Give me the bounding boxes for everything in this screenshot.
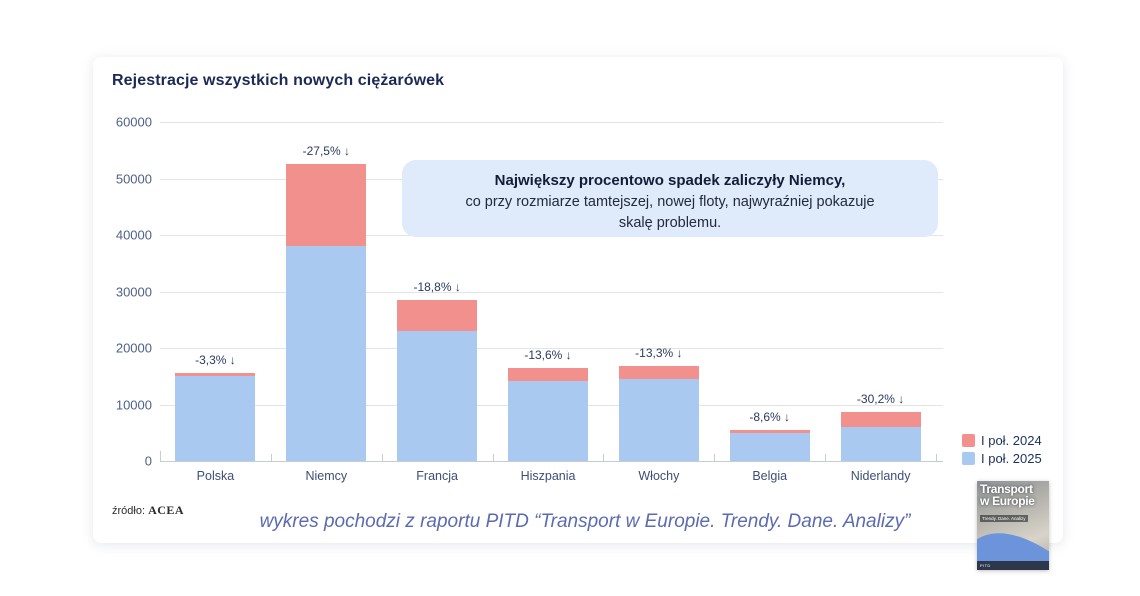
bar-stack <box>618 366 699 461</box>
cover-subtitle: Trendy. Dane. Analizy <box>980 515 1028 522</box>
y-tick-label-60000: 60000 <box>115 114 152 130</box>
legend: I poł. 2024 I poł. 2025 <box>962 431 1042 467</box>
bar-change-label: -13,6% ↓ <box>524 348 572 363</box>
callout-line-2: co przy rozmiarze tamtejszej, nowej flot… <box>465 193 875 210</box>
bar-segment-2024 <box>175 372 256 376</box>
gridline-60000 <box>160 122 943 123</box>
cover-swoosh-graphic <box>977 533 1049 570</box>
bar-group-niderlandy: -30,2% ↓ <box>825 122 936 461</box>
bar-stack <box>175 372 256 461</box>
cover-title-block: Transport w Europie Trendy. Dane. Analiz… <box>977 481 1049 526</box>
x-axis-tick <box>603 454 605 461</box>
y-tick-label-10000: 10000 <box>115 397 152 412</box>
bar-change-label: -8,6% ↓ <box>749 409 791 424</box>
bar-change-label: -13,3% ↓ <box>635 346 683 361</box>
cover-title-line2: w Europie <box>980 494 1035 508</box>
x-axis-label-hiszpania: Hiszpania <box>520 469 576 483</box>
cover-title-line1: Transport <box>980 482 1033 496</box>
y-tick-label-30000: 30000 <box>115 284 152 299</box>
x-axis-labels: Polska Niemcy Francja Hiszpania Włochy Belgia… <box>160 469 936 483</box>
bar-segment-2024 <box>286 164 367 247</box>
bar-segment-2024 <box>618 366 699 379</box>
bar-group-belgia: -8,6% ↓ <box>714 122 825 461</box>
bar-segment-2025 <box>175 375 256 461</box>
y-tick-label-50000: 50000 <box>115 171 152 186</box>
bar-segment-2025 <box>618 378 699 461</box>
x-axis-tick <box>936 454 937 461</box>
bar-stack <box>508 368 588 461</box>
bar-segment-2024 <box>508 368 588 381</box>
y-tick-label-20000: 20000 <box>115 340 152 356</box>
y-tick-label-0: 0 <box>144 453 152 469</box>
bar-segment-2025 <box>508 380 588 461</box>
y-tick-label-40000: 40000 <box>115 227 152 243</box>
legend-item: I poł. 2024 <box>962 431 1042 449</box>
gridline-30000 <box>160 291 943 293</box>
bar-segment-2025 <box>840 427 921 461</box>
callout-box: Największy procentowo spadek zaliczyły N… <box>402 160 938 237</box>
x-axis-tick <box>825 454 827 461</box>
x-axis-label-belgia: Belgia <box>752 469 788 483</box>
source-value: ACEA <box>148 503 185 517</box>
bar-change-label: -18,8% ↓ <box>413 279 461 294</box>
bar-segment-2024 <box>397 300 478 331</box>
x-axis-tick <box>492 454 494 461</box>
bar-chart-plot: -3,3% ↓ -27,5% ↓ -18,8% ↓ -13,6% ↓ -13,3% ↓ -… <box>160 122 936 461</box>
bar-group-francja: -18,8% ↓ <box>382 122 493 461</box>
x-axis-tick <box>714 454 716 461</box>
footer-note: wykres pochodzi z raportu PITD “Transpor… <box>259 511 911 532</box>
source-label: źródło: <box>112 505 146 517</box>
bar-stack <box>286 164 367 461</box>
x-axis-tick <box>160 451 161 461</box>
legend-label: I poł. 2024 <box>981 432 1042 448</box>
legend-item: I poł. 2025 <box>962 449 1042 467</box>
bar-group-polska: -3,3% ↓ <box>160 122 271 461</box>
cover-bottom-band: PITD <box>977 561 1049 570</box>
bar-group-włochy: -13,3% ↓ <box>603 122 714 461</box>
x-axis-label-włochy: Włochy <box>638 469 680 483</box>
bar-stack <box>729 429 810 461</box>
legend-swatch <box>962 451 975 465</box>
callout-line-1: Największy procentowo spadek zaliczyły N… <box>494 172 846 189</box>
bar-segment-2025 <box>397 330 478 461</box>
bar-change-label: -3,3% ↓ <box>195 352 236 367</box>
bar-stack <box>397 300 478 461</box>
bar-segment-2024 <box>840 412 921 428</box>
source-note: źródło: ACEA <box>112 503 184 518</box>
x-axis-label-francja: Francja <box>416 469 458 483</box>
bar-change-label: -30,2% ↓ <box>856 392 905 407</box>
x-axis-tick <box>381 454 383 461</box>
bar-group-niemcy: -27,5% ↓ <box>271 122 382 461</box>
legend-swatch <box>962 433 975 447</box>
callout-line-3: skalę problemu. <box>618 215 722 231</box>
gridline-20000 <box>160 348 943 349</box>
report-cover: PITD Transport w Europie Trendy. Dane. A… <box>977 481 1049 570</box>
x-axis-label-niderlandy: Niderlandy <box>850 469 911 483</box>
bar-segment-2025 <box>286 246 367 461</box>
cover-logo-text: PITD <box>980 563 991 568</box>
legend-label: I poł. 2025 <box>981 450 1042 466</box>
chart-title: Rejestracje wszystkich nowych ciężarówek <box>112 72 445 89</box>
bar-stack <box>840 412 921 461</box>
chart-card <box>93 57 1063 543</box>
gridline-0 <box>160 461 943 462</box>
bar-change-label: -27,5% ↓ <box>302 144 350 159</box>
x-axis-tick <box>270 454 272 461</box>
bar-segment-2025 <box>729 432 810 461</box>
bar-group-hiszpania: -13,6% ↓ <box>493 122 604 461</box>
x-axis-label-polska: Polska <box>196 469 235 483</box>
x-axis-label-niemcy: Niemcy <box>305 469 348 483</box>
bar-segment-2024 <box>729 429 810 433</box>
